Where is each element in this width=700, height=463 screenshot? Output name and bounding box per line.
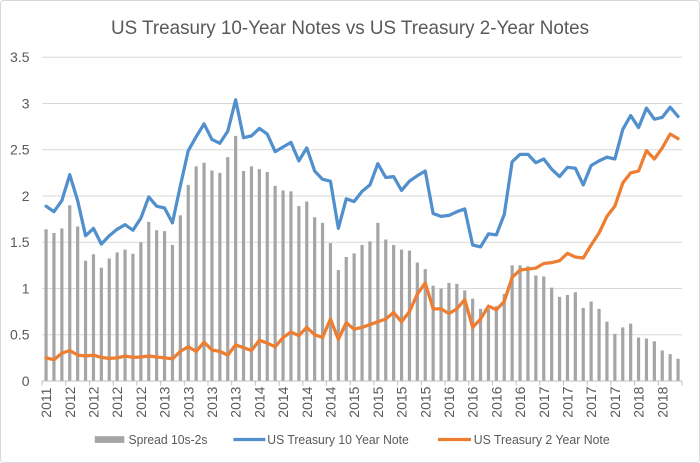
svg-text:2015: 2015	[394, 386, 410, 417]
svg-text:0: 0	[22, 373, 30, 389]
svg-text:0.5: 0.5	[10, 327, 30, 343]
svg-text:2012: 2012	[133, 386, 149, 417]
svg-text:3: 3	[22, 95, 30, 111]
svg-text:2015: 2015	[346, 386, 362, 417]
svg-text:2.5: 2.5	[10, 142, 30, 158]
svg-text:2013: 2013	[228, 386, 244, 417]
svg-text:2: 2	[22, 188, 30, 204]
svg-text:2013: 2013	[180, 386, 196, 417]
svg-text:2017: 2017	[583, 386, 599, 417]
svg-text:2012: 2012	[109, 386, 125, 417]
svg-text:2011: 2011	[38, 387, 54, 417]
svg-text:3.5: 3.5	[10, 49, 30, 65]
svg-text:2017: 2017	[536, 386, 552, 417]
svg-text:2012: 2012	[62, 386, 78, 417]
svg-text:2014: 2014	[275, 386, 291, 417]
svg-text:1.5: 1.5	[10, 234, 30, 250]
svg-text:US Treasury 2 Year Note: US Treasury 2 Year Note	[474, 432, 610, 447]
svg-text:2016: 2016	[465, 386, 481, 417]
svg-text:2016: 2016	[488, 386, 504, 417]
svg-text:2018: 2018	[654, 386, 670, 417]
svg-text:2017: 2017	[559, 386, 575, 417]
svg-text:2018: 2018	[631, 386, 647, 417]
svg-text:2012: 2012	[85, 386, 101, 417]
svg-text:2017: 2017	[607, 386, 623, 417]
svg-text:2013: 2013	[204, 386, 220, 417]
svg-text:US Treasury 10-Year Notes vs U: US Treasury 10-Year Notes vs US Treasury…	[111, 17, 589, 39]
svg-text:2014: 2014	[322, 386, 338, 417]
svg-text:2015: 2015	[370, 386, 386, 417]
svg-text:2014: 2014	[299, 386, 315, 417]
svg-text:2014: 2014	[251, 386, 267, 417]
svg-text:1: 1	[22, 280, 30, 296]
svg-text:2016: 2016	[512, 386, 528, 417]
svg-text:2013: 2013	[157, 386, 173, 417]
svg-text:2015: 2015	[417, 386, 433, 417]
svg-text:Spread 10s-2s: Spread 10s-2s	[129, 432, 208, 447]
svg-text:US Treasury 10 Year Note: US Treasury 10 Year Note	[267, 432, 409, 447]
svg-text:2016: 2016	[441, 386, 457, 417]
